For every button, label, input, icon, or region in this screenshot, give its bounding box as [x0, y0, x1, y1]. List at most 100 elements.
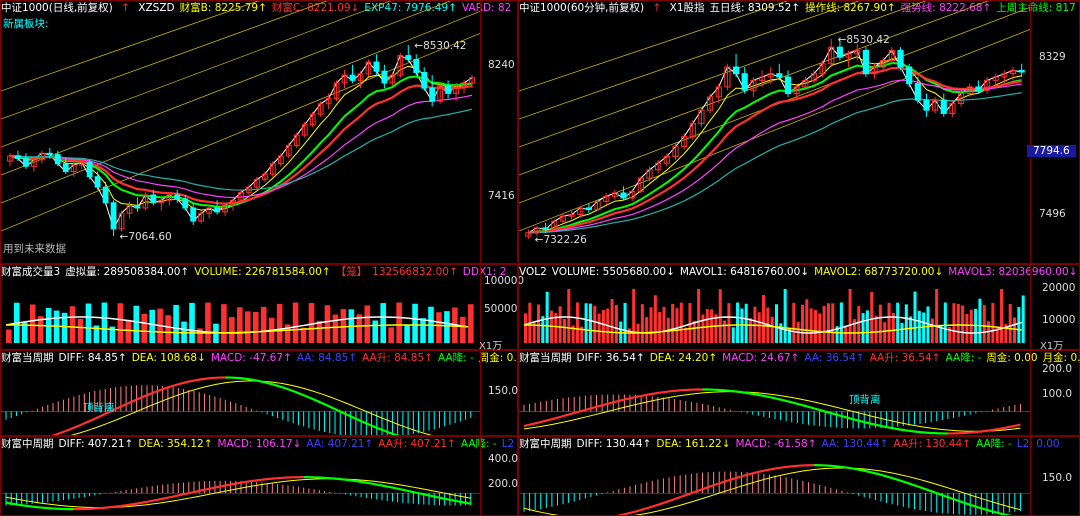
- right-vol-bar: [870, 291, 874, 343]
- left-price-arrow: ↑: [121, 2, 130, 14]
- right-vol-bar: [1004, 324, 1008, 343]
- right-price-candle: [620, 192, 627, 199]
- right-vol-unit: X1万: [1040, 341, 1064, 352]
- left-price-legend-2: 财富C: 8221.09↓: [271, 2, 360, 14]
- left-macd1-chart[interactable]: [1, 351, 481, 435]
- right-price-candle: [741, 73, 748, 91]
- right-macd2-diff-line: [814, 464, 1012, 515]
- right-price-candle: [1001, 73, 1008, 78]
- right-price-candle: [585, 207, 593, 211]
- left-vol-bar: [197, 328, 203, 343]
- left-price-legend-4: VARD: 82: [461, 2, 512, 14]
- right-vol-bar: [822, 305, 826, 343]
- left-price-candle: [262, 173, 268, 180]
- right-macd2-panel[interactable]: 财富中周期 DIFF: 130.44↑ DEA: 161.22↓ MACD: -61.…: [518, 436, 1080, 516]
- right-vol-bar: [969, 309, 973, 343]
- left-price-candle: [405, 55, 412, 60]
- left-price-legend-1: 财富B: 8225.79↑: [179, 2, 267, 14]
- right-price-trendline: [519, 1, 860, 120]
- right-price-legend-4: 上周主命线: 817: [996, 2, 1076, 14]
- right-vol-bar: [731, 327, 735, 343]
- right-vol-tick-2: 10000: [1042, 314, 1076, 326]
- right-macd2-legend-7: L2: 0.00: [1016, 438, 1060, 450]
- left-vol-legend-2: VOLUME: 226781584.00↑: [194, 266, 331, 278]
- left-price-legend-0: XZSZD: [138, 2, 175, 14]
- right-vol-bar: [736, 302, 740, 343]
- left-volume-panel[interactable]: 财富成交量3 虚拟量: 289508384.00↑ VOLUME: 22678158…: [0, 264, 524, 352]
- right-vol-bar: [524, 313, 528, 343]
- right-price-candle: [793, 86, 800, 95]
- right-price-candle: [975, 86, 982, 91]
- left-price-candle: [134, 204, 141, 209]
- left-vol-bar: [444, 311, 450, 343]
- right-vol-bar: [939, 325, 943, 343]
- right-volume-panel[interactable]: VOL2 VOLUME: 5505680.00↓ MAVOL1: 64816760.…: [518, 264, 1080, 352]
- left-price-chart[interactable]: ←8530.42 ←7064.60: [1, 1, 481, 263]
- left-vol-bar: [125, 319, 132, 343]
- right-vol-bar: [952, 303, 956, 343]
- right-vol-bar: [779, 323, 783, 343]
- left-price-candle: [238, 191, 244, 201]
- right-price-candle: [862, 49, 869, 75]
- left-vol-bar: [276, 303, 283, 343]
- right-vol-bar: [593, 305, 597, 343]
- left-vol-bar: [380, 303, 386, 343]
- left-price-candle: [373, 61, 380, 72]
- left-macd2-panel[interactable]: 财富中周期 DIFF: 407.21↑ DEA: 354.12↑ MACD: 106.…: [0, 436, 518, 516]
- left-price-trendline: [1, 1, 260, 92]
- right-macd2-chart[interactable]: [519, 437, 1031, 515]
- left-vol-bar: [316, 320, 323, 343]
- left-volume-chart[interactable]: [1, 265, 481, 349]
- right-price-trendline: [519, 1, 927, 148]
- right-vol-bar: [809, 308, 813, 343]
- left-macd2-chart[interactable]: [1, 437, 481, 515]
- left-vol-bar: [6, 329, 12, 343]
- right-vol-bar: [935, 289, 939, 343]
- right-price-candle: [689, 122, 696, 138]
- right-price-trendline: [519, 1, 990, 176]
- left-vol-bar: [244, 311, 251, 343]
- right-vol-bar: [1008, 303, 1012, 343]
- right-vol-bar: [584, 303, 588, 343]
- left-price-trendline: [1, 1, 328, 120]
- left-vol-bar: [364, 305, 371, 343]
- right-macd1-legend-2: DEA: 24.20↑: [649, 352, 718, 364]
- right-price-candle: [940, 99, 947, 114]
- right-vol-bar: [532, 322, 536, 343]
- left-price-candle: [429, 87, 436, 102]
- left-price-trendline: [1, 10, 481, 204]
- left-price-panel[interactable]: 中证1000(日线,前复权) ↑ XZSZD 财富B: 8225.79↑ 财富C: …: [0, 0, 518, 264]
- right-vol-legend-4: MAVOL3: 82036960.00↓: [948, 266, 1078, 278]
- right-volume-chart[interactable]: [519, 265, 1031, 349]
- right-price-candle: [966, 86, 973, 95]
- right-macd2-legend-3: MACD: -61.58↑: [735, 438, 817, 450]
- right-price-candle: [559, 215, 567, 222]
- right-vol-bar: [610, 299, 614, 343]
- left-price-candle: [301, 124, 308, 136]
- left-price-candle: [246, 186, 252, 193]
- left-vol-bar: [229, 317, 235, 343]
- right-price-chart[interactable]: ←8530.42 ←7322.26: [519, 1, 1031, 263]
- right-price-candle: [776, 73, 783, 78]
- right-macd2-dea-line: [523, 467, 1021, 515]
- right-vol-bar: [714, 314, 718, 343]
- left-vol-legend-3: 【笼】: [335, 266, 368, 278]
- right-vol-bar: [653, 295, 657, 343]
- right-vol-bar: [891, 312, 895, 343]
- right-price-candle: [655, 162, 662, 171]
- right-vol-bar: [575, 302, 579, 343]
- left-price-candle: [54, 154, 61, 165]
- left-price-candle: [317, 103, 324, 115]
- right-macd1-chart[interactable]: [519, 351, 1031, 435]
- right-vol-tick-1: 20000: [1042, 282, 1076, 294]
- right-vol-bar: [692, 320, 696, 343]
- left-price-candle: [166, 194, 173, 201]
- right-price-panel[interactable]: 中证1000(60分钟,前复权) ↑ X1股指 五日线: 8309.52↑ 操作线:…: [518, 0, 1080, 264]
- right-vol-bar: [640, 304, 644, 343]
- right-macd1-panel[interactable]: 财富当周期 DIFF: 36.54↑ DEA: 24.20↑ MACD: 24.67↑…: [518, 350, 1080, 436]
- left-price-candle: [230, 199, 236, 206]
- right-vol-bar: [770, 316, 774, 343]
- right-vol-bar: [956, 303, 960, 343]
- right-vol-bar: [1000, 289, 1004, 343]
- left-macd1-panel[interactable]: 财富当周期 DIFF: 84.85↑ DEA: 108.68↓ MACD: -47.6…: [0, 350, 518, 436]
